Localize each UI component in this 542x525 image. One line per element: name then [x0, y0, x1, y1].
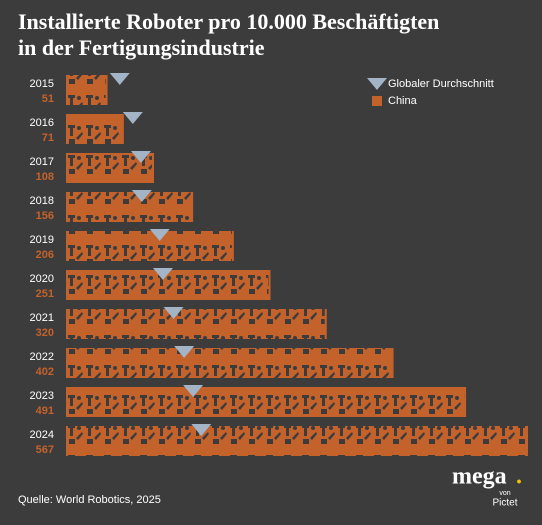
logo-dot: .: [516, 464, 522, 490]
legend-label: Globaler Durchschnitt: [388, 78, 494, 90]
year-label: 2019: [30, 234, 54, 246]
value-label: 51: [42, 93, 54, 105]
average-marker: [163, 307, 184, 319]
value-label: 156: [36, 210, 54, 222]
average-marker: [191, 424, 212, 436]
bar-icons: [68, 348, 392, 378]
legend-marker: [367, 78, 387, 90]
value-label: 251: [36, 288, 54, 300]
logo-brand: mega: [452, 464, 507, 490]
value-label: 402: [36, 366, 54, 378]
chart-title: Installierte Roboter pro 10.000 Beschäft…: [18, 9, 439, 34]
bar-icons: [68, 231, 232, 261]
year-label: 2023: [30, 390, 54, 402]
average-marker: [183, 385, 204, 397]
logo-by: von: [499, 490, 510, 497]
legend-label: China: [388, 95, 418, 107]
bar-icons: [68, 387, 465, 417]
bar-icons: [68, 309, 325, 339]
average-marker: [152, 268, 173, 280]
average-marker: [130, 151, 151, 163]
source: Quelle: World Robotics, 2025: [18, 494, 161, 506]
average-marker: [122, 112, 143, 124]
year-label: 2015: [30, 78, 54, 90]
year-label: 2022: [30, 351, 54, 363]
value-label: 206: [36, 249, 54, 261]
bar-icons: [68, 114, 122, 144]
average-marker: [174, 346, 195, 358]
year-label: 2020: [30, 273, 54, 285]
bar-icons: [68, 75, 106, 105]
average-marker: [131, 190, 152, 202]
value-label: 320: [36, 327, 54, 339]
year-label: 2016: [30, 117, 54, 129]
logo-company: Pictet: [492, 498, 517, 509]
bar-icons: [68, 192, 192, 222]
bar-icons: [68, 270, 269, 300]
year-label: 2018: [30, 195, 54, 207]
legend-marker: [372, 96, 382, 106]
value-label: 491: [36, 405, 54, 417]
year-label: 2024: [30, 429, 54, 441]
average-marker: [149, 229, 170, 241]
value-label: 71: [42, 132, 54, 144]
bar-icons: [68, 426, 526, 456]
year-label: 2021: [30, 312, 54, 324]
value-label: 567: [36, 444, 54, 456]
chart-subtitle: in der Fertigungsindustrie: [18, 35, 265, 60]
average-marker: [109, 73, 130, 85]
value-label: 108: [36, 171, 54, 183]
year-label: 2017: [30, 156, 54, 168]
